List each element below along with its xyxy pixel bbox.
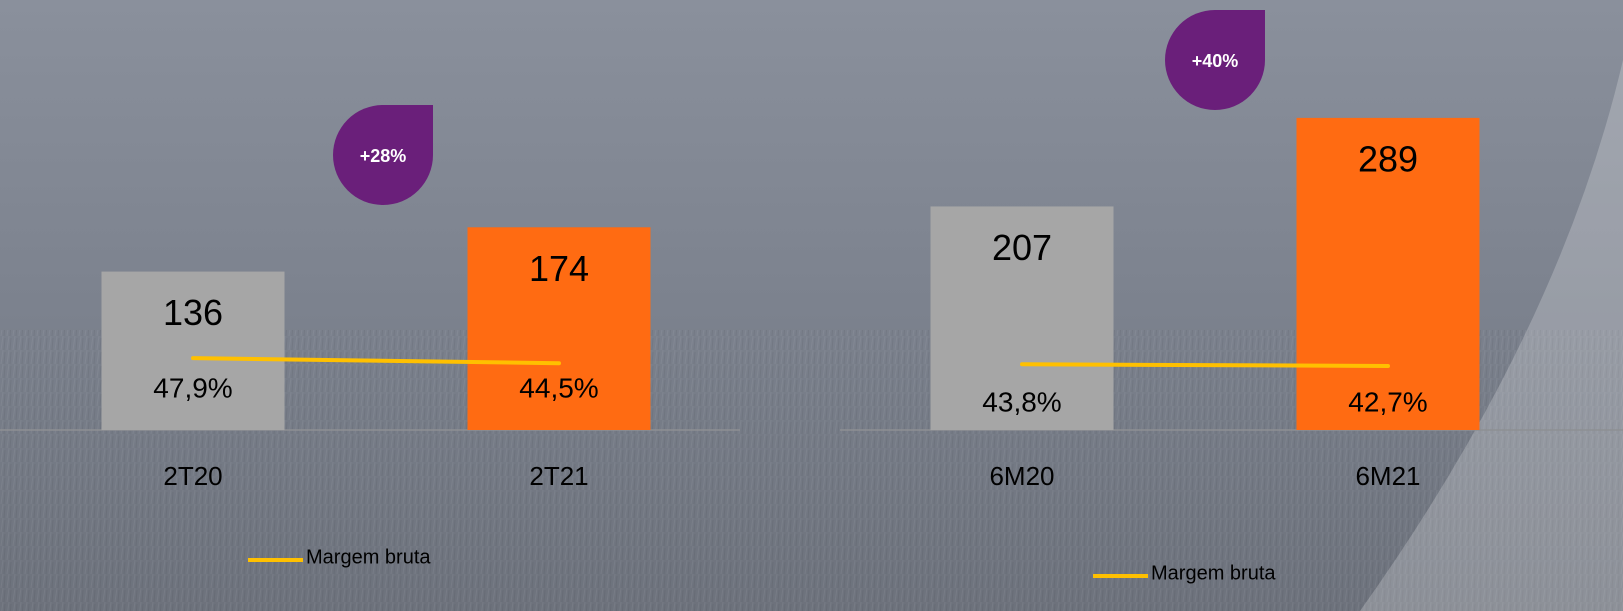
line-value-label: 44,5% xyxy=(519,372,598,403)
x-tick-label: 6M20 xyxy=(989,461,1054,491)
x-tick-label: 6M21 xyxy=(1355,461,1420,491)
x-tick-label: 2T20 xyxy=(163,461,222,491)
bar-value-label: 136 xyxy=(163,292,223,333)
growth-badge-label: +28% xyxy=(360,146,407,166)
margin-line xyxy=(1022,364,1388,366)
line-value-label: 42,7% xyxy=(1348,386,1427,417)
x-tick-label: 2T21 xyxy=(529,461,588,491)
bar-value-label: 174 xyxy=(529,248,589,289)
line-value-label: 43,8% xyxy=(982,386,1061,417)
chart: 136 2T20 174 2T21 47,9% 44,5% Margem bruta +28%… xyxy=(0,0,1623,611)
bar-value-label: 289 xyxy=(1358,138,1418,179)
bar-value-label: 207 xyxy=(992,227,1052,268)
growth-badge-label: +40% xyxy=(1192,51,1239,71)
legend-label: Margem bruta xyxy=(1151,562,1276,584)
legend-label: Margem bruta xyxy=(306,546,431,568)
line-value-label: 47,9% xyxy=(153,372,232,403)
